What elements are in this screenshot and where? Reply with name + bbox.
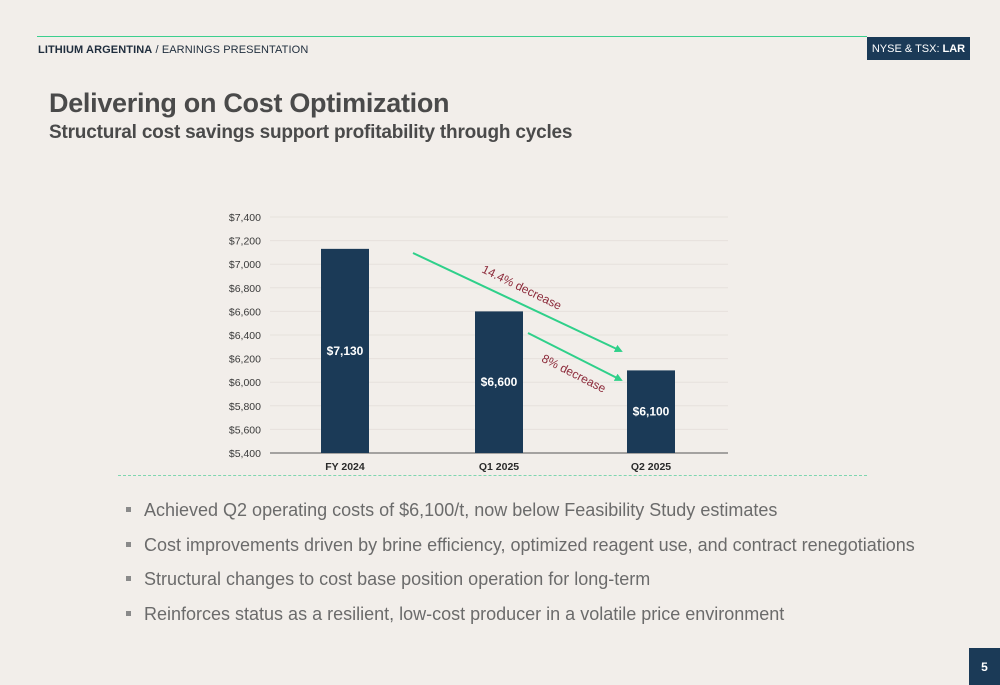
decrease-arrow-long [412, 252, 623, 353]
bullet-marker [126, 541, 131, 547]
bullet-list: Achieved Q2 operating costs of $6,100/t,… [124, 493, 915, 631]
bar [321, 248, 369, 453]
y-tick-label: $6,200 [229, 354, 261, 366]
y-tick-label: $6,000 [229, 377, 261, 389]
y-tick-label: $6,600 [229, 306, 261, 318]
y-tick-label: $5,600 [229, 424, 261, 436]
header-breadcrumb: LITHIUM ARGENTINA / EARNINGS PRESENTATIO… [38, 44, 308, 56]
y-tick-label: $7,200 [229, 236, 261, 248]
bullet-item: Achieved Q2 operating costs of $6,100/t,… [124, 493, 915, 528]
bar-value-label: $6,100 [633, 405, 670, 419]
bullet-text: Structural changes to cost base position… [144, 569, 651, 589]
y-tick-label: $7,400 [229, 212, 261, 224]
y-tick-label: $5,800 [229, 401, 261, 413]
annotation-label: 8% decrease [539, 351, 608, 395]
x-tick-label: Q1 2025 [479, 461, 519, 473]
y-tick-label: $6,800 [229, 283, 261, 295]
bar-value-label: $6,600 [481, 375, 518, 389]
x-tick-label: FY 2024 [325, 461, 365, 473]
section-name: EARNINGS PRESENTATION [161, 44, 309, 56]
bullet-item: Structural changes to cost base position… [124, 562, 915, 597]
ticker-prefix: NYSE & TSX: [871, 42, 940, 55]
y-tick-label: $5,400 [229, 448, 261, 460]
bullet-text: Reinforces status as a resilient, low-co… [144, 603, 785, 624]
slide-subtitle: Structural cost savings support profitab… [49, 122, 573, 143]
decrease-arrow-short [527, 332, 623, 381]
bullet-marker [126, 610, 131, 616]
header-rule [37, 36, 867, 37]
bullet-item: Cost improvements driven by brine effici… [124, 528, 915, 563]
bullet-marker [126, 576, 131, 581]
y-tick-label: $7,000 [229, 259, 261, 271]
y-tick-label: $6,400 [229, 330, 261, 342]
bar [475, 311, 523, 453]
bar-value-label: $7,130 [327, 344, 364, 358]
bullet-text: Achieved Q2 operating costs of $6,100/t,… [144, 500, 778, 520]
bar [627, 370, 675, 453]
x-tick-label: Q2 2025 [631, 461, 671, 473]
company-name: LITHIUM ARGENTINA [38, 44, 153, 56]
ticker-symbol: LAR [942, 42, 966, 55]
bullet-item: Reinforces status as a resilient, low-co… [124, 597, 915, 632]
section-divider [118, 475, 867, 476]
slide-title: Delivering on Cost Optimization [49, 88, 450, 118]
page-number: 5 [969, 648, 1000, 685]
ticker-badge: NYSE & TSX: LAR [867, 37, 970, 60]
breadcrumb-separator: / [152, 44, 162, 56]
bullet-text: Cost improvements driven by brine effici… [144, 534, 915, 555]
bullet-marker [126, 507, 131, 512]
